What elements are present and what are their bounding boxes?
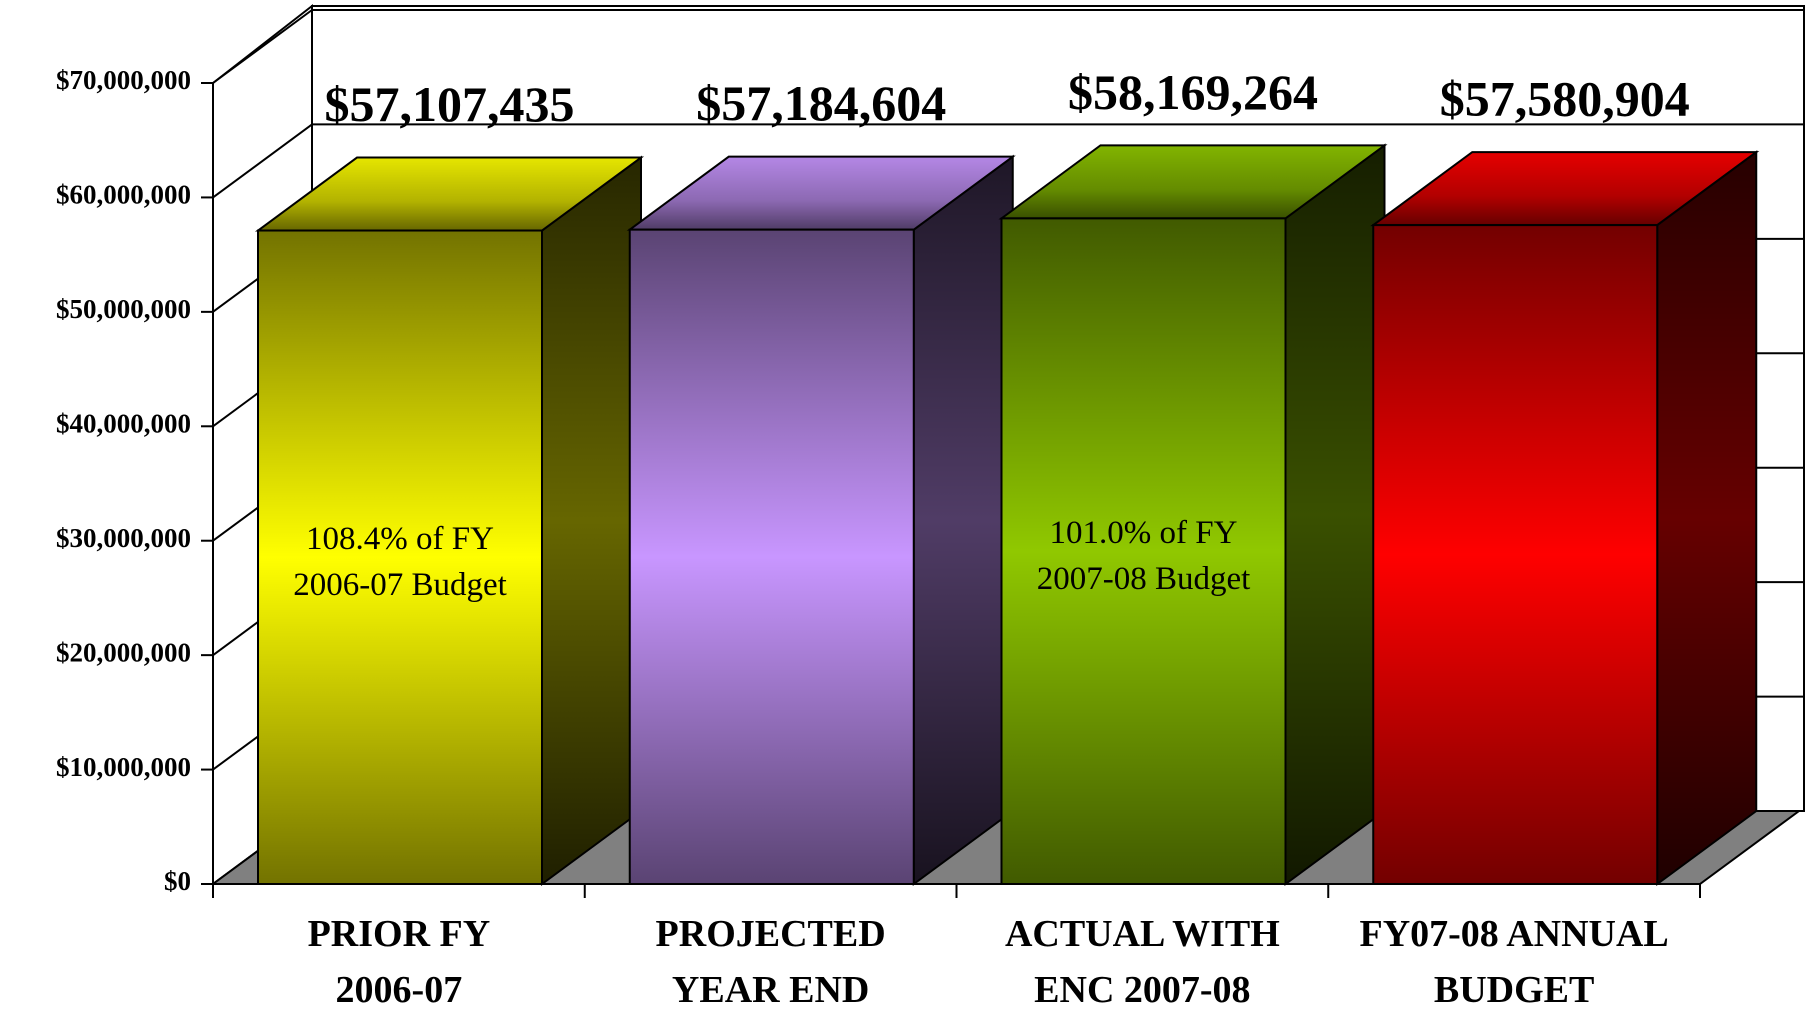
bar-note: 108.4% of FY 2006-07 Budget bbox=[293, 520, 507, 602]
value-label: $57,580,904 bbox=[1440, 71, 1690, 127]
value-label: $57,184,604 bbox=[696, 75, 946, 131]
y-tick-label: $40,000,000 bbox=[56, 408, 191, 438]
y-tick-label: $20,000,000 bbox=[56, 637, 191, 667]
bar-shade bbox=[628, 228, 915, 885]
y-tick-label: $50,000,000 bbox=[56, 294, 191, 324]
y-tick-label: $30,000,000 bbox=[56, 523, 191, 553]
bar-side-shade bbox=[1656, 150, 1758, 886]
y-tick-label: $0 bbox=[164, 866, 191, 896]
bar-side-shade bbox=[541, 155, 642, 886]
bar-side-shade bbox=[1284, 143, 1386, 886]
y-tick-label: $10,000,000 bbox=[56, 752, 191, 782]
x-tick-label: PRIOR FY 2006-07 bbox=[308, 913, 491, 1011]
y-tick-label: $70,000,000 bbox=[56, 65, 191, 95]
x-tick-label: ACTUAL WITH ENC 2007-08 bbox=[1005, 913, 1280, 1011]
bar-shade bbox=[257, 229, 543, 886]
bar-side-shade bbox=[912, 154, 1014, 886]
value-label: $57,107,435 bbox=[325, 76, 575, 132]
grid-line bbox=[212, 123, 313, 199]
x-tick-label: PROJECTED YEAR END bbox=[656, 913, 886, 1011]
bar-note: 101.0% of FY 2007-08 Budget bbox=[1037, 514, 1251, 596]
grid-line bbox=[212, 9, 313, 84]
value-label: $58,169,264 bbox=[1068, 64, 1318, 120]
y-tick-label: $60,000,000 bbox=[56, 180, 191, 210]
bar-shade bbox=[1000, 217, 1287, 885]
bar-shade bbox=[1372, 224, 1659, 886]
x-tick-label: FY07-08 ANNUAL BUDGET bbox=[1359, 913, 1668, 1011]
